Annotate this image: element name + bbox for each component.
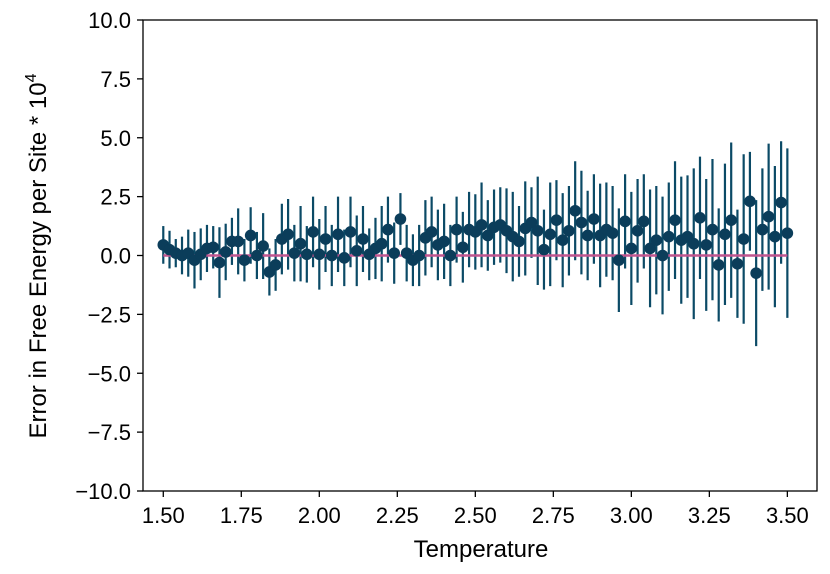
data-point-87 xyxy=(700,239,713,251)
data-point-8 xyxy=(207,241,220,254)
x-tick-label-3: 2.25 xyxy=(376,503,419,528)
data-point-75 xyxy=(625,242,638,255)
data-point-15 xyxy=(251,249,263,262)
y-tick-label-6: 5.0 xyxy=(100,126,131,151)
data-point-85 xyxy=(687,237,700,250)
data-point-31 xyxy=(350,244,363,257)
y-tick-label-5: 2.5 xyxy=(100,185,131,210)
data-point-41 xyxy=(413,249,425,262)
x-tick-label-2: 2.00 xyxy=(298,503,341,528)
data-point-36 xyxy=(382,223,394,236)
data-point-99 xyxy=(775,196,787,209)
data-point-76 xyxy=(631,224,644,237)
data-point-12 xyxy=(232,235,244,248)
data-point-63 xyxy=(550,214,563,226)
plot-marks xyxy=(157,141,794,347)
data-point-61 xyxy=(538,243,550,256)
data-point-21 xyxy=(288,247,301,259)
data-point-92 xyxy=(731,257,744,270)
data-point-43 xyxy=(425,226,438,238)
data-point-78 xyxy=(644,242,656,255)
data-point-26 xyxy=(319,233,332,245)
y-tick-label-0: −10.0 xyxy=(75,479,131,504)
data-point-25 xyxy=(313,248,326,261)
data-point-89 xyxy=(712,259,725,271)
data-point-77 xyxy=(638,215,650,228)
data-point-81 xyxy=(662,230,675,243)
data-point-23 xyxy=(301,248,313,261)
data-point-86 xyxy=(694,212,706,224)
data-point-88 xyxy=(706,223,719,236)
data-point-38 xyxy=(394,213,407,225)
y-tick-label-1: −7.5 xyxy=(88,420,131,445)
y-axis-title-exponent: 4 xyxy=(23,73,40,82)
x-tick-label-8: 3.50 xyxy=(766,503,809,528)
x-axis-title: Temperature xyxy=(414,536,549,563)
x-tick-label-7: 3.25 xyxy=(688,503,731,528)
data-point-95 xyxy=(750,267,762,279)
data-point-67 xyxy=(575,216,588,229)
data-point-79 xyxy=(650,234,663,246)
data-point-64 xyxy=(556,234,569,246)
data-point-100 xyxy=(781,227,794,239)
data-point-14 xyxy=(244,229,257,242)
data-point-80 xyxy=(656,249,669,262)
data-point-18 xyxy=(269,259,282,271)
data-point-47 xyxy=(450,223,463,236)
y-tick-label-4: 0.0 xyxy=(100,244,131,269)
data-point-51 xyxy=(475,219,488,231)
axes: 1.50 1.75 2.00 2.25 2.50 2.75 3.00 3.25 3.50 −10.… xyxy=(75,8,818,528)
x-tick-label-5: 2.75 xyxy=(532,503,575,528)
data-point-29 xyxy=(338,252,351,264)
y-axis-title: Error in Free Energy per Site * 104 xyxy=(23,73,52,438)
data-point-30 xyxy=(344,226,357,238)
data-point-35 xyxy=(375,237,388,250)
data-point-72 xyxy=(606,227,619,239)
data-point-91 xyxy=(725,214,737,226)
data-point-32 xyxy=(357,233,369,245)
axis-labels: Temperature Error in Free Energy per Sit… xyxy=(23,73,548,563)
data-point-28 xyxy=(332,228,344,241)
data-point-10 xyxy=(219,246,232,258)
y-tick-label-2: −5.0 xyxy=(88,361,131,386)
data-point-48 xyxy=(457,241,469,254)
data-point-45 xyxy=(438,235,450,248)
data-point-94 xyxy=(744,195,756,208)
data-point-37 xyxy=(388,247,400,259)
data-point-82 xyxy=(669,214,681,226)
data-point-60 xyxy=(531,224,544,237)
data-point-66 xyxy=(569,204,581,217)
x-tick-label-0: 1.50 xyxy=(142,503,185,528)
data-point-69 xyxy=(588,213,600,225)
data-point-68 xyxy=(581,229,594,242)
data-point-27 xyxy=(325,249,338,262)
data-point-90 xyxy=(719,228,731,241)
data-point-65 xyxy=(563,224,575,237)
x-tick-label-6: 3.00 xyxy=(610,503,653,528)
data-point-93 xyxy=(737,233,750,245)
x-tick-label-4: 2.50 xyxy=(454,503,497,528)
data-point-98 xyxy=(769,230,781,243)
data-point-52 xyxy=(482,229,494,242)
y-tick-label-7: 7.5 xyxy=(100,67,131,92)
data-point-13 xyxy=(238,254,251,267)
data-point-22 xyxy=(294,237,307,250)
y-tick-label-3: −2.5 xyxy=(88,302,131,327)
y-axis-title-main: Error in Free Energy per Site * 10 xyxy=(25,82,52,438)
data-point-57 xyxy=(513,235,525,248)
data-point-24 xyxy=(307,226,319,238)
data-point-20 xyxy=(282,228,294,241)
x-tick-label-1: 1.75 xyxy=(220,503,263,528)
data-point-73 xyxy=(613,254,625,267)
y-tick-label-8: 10.0 xyxy=(88,8,131,33)
data-point-9 xyxy=(213,256,226,269)
data-point-62 xyxy=(544,228,557,241)
data-point-96 xyxy=(756,223,769,236)
data-point-97 xyxy=(762,210,775,223)
data-point-74 xyxy=(619,215,631,228)
data-point-16 xyxy=(257,240,269,252)
data-point-59 xyxy=(525,216,538,229)
data-point-46 xyxy=(444,249,457,262)
